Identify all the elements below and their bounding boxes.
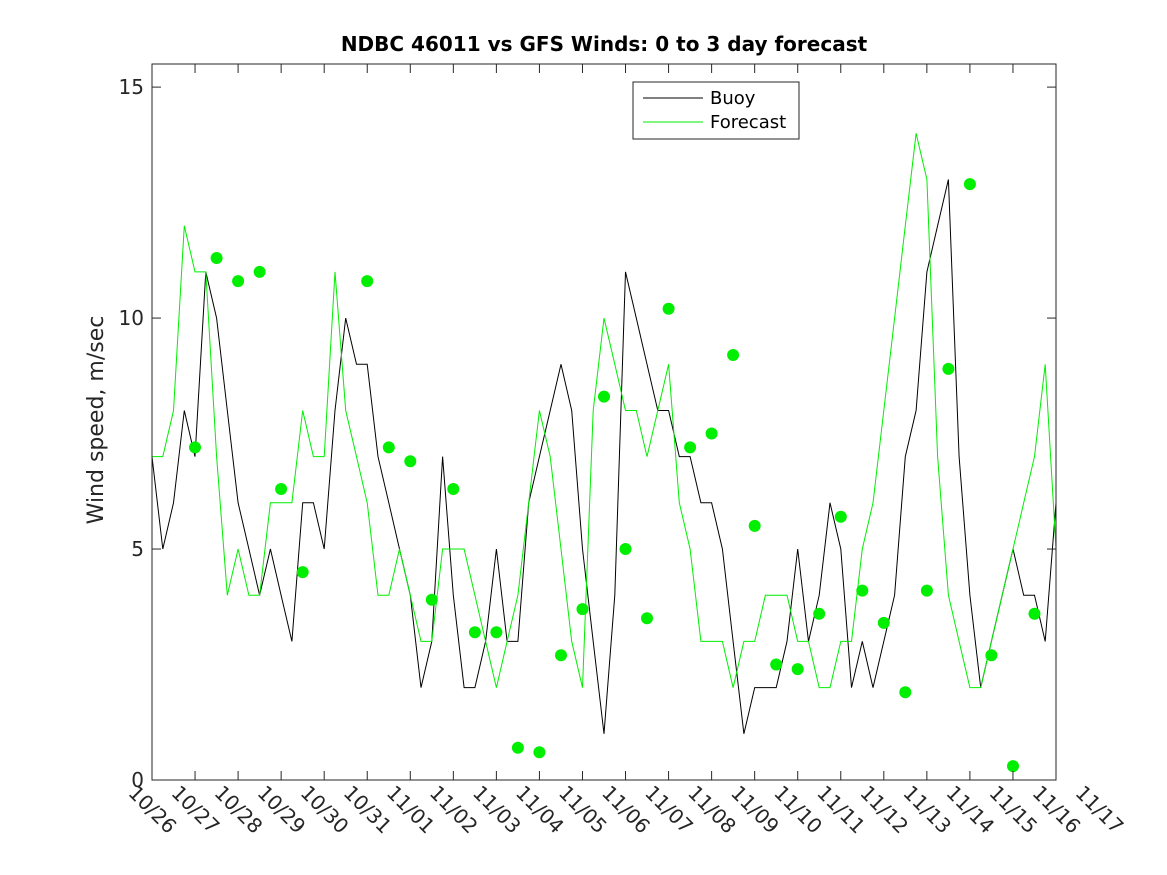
forecast-marker bbox=[555, 649, 567, 662]
forecast-marker bbox=[791, 663, 804, 676]
forecast-marker bbox=[662, 302, 675, 315]
forecast-marker bbox=[404, 455, 417, 468]
forecast-marker bbox=[899, 686, 912, 699]
forecast-marker bbox=[727, 349, 740, 361]
forecast-marker bbox=[770, 658, 783, 671]
legend-label-forecast: Forecast bbox=[710, 112, 786, 133]
chart-title: NDBC 46011 vs GFS Winds: 0 to 3 day fore… bbox=[341, 32, 868, 56]
forecast-marker bbox=[598, 390, 610, 403]
forecast-marker bbox=[619, 543, 632, 555]
forecast-marker bbox=[985, 649, 998, 662]
legend-label-buoy: Buoy bbox=[710, 88, 756, 109]
forecast-marker bbox=[641, 612, 653, 625]
forecast-marker bbox=[942, 362, 955, 375]
y-tick-label: 10 bbox=[119, 306, 144, 330]
axes-box bbox=[151, 63, 1057, 781]
forecast-marker bbox=[361, 275, 374, 288]
forecast-marker bbox=[210, 252, 223, 264]
y-tick-label: 5 bbox=[131, 537, 144, 561]
forecast-marker bbox=[877, 616, 890, 629]
legend-box bbox=[632, 81, 800, 140]
forecast-marker bbox=[490, 626, 503, 639]
y-axis-label: Wind speed, m/sec bbox=[84, 316, 109, 525]
legend: Buoy Forecast bbox=[632, 81, 800, 140]
forecast-marker bbox=[468, 626, 481, 639]
series-line-forecast bbox=[152, 133, 1057, 689]
forecast-marker bbox=[425, 593, 438, 606]
y-tick-label: 0 bbox=[131, 768, 144, 792]
forecast-marker bbox=[1028, 607, 1041, 620]
forecast-marker bbox=[705, 427, 718, 440]
forecast-marker bbox=[834, 510, 847, 523]
forecast-marker bbox=[382, 441, 395, 454]
forecast-marker bbox=[253, 265, 266, 278]
forecast-marker bbox=[296, 566, 309, 579]
series-layer bbox=[151, 133, 1057, 773]
forecast-marker bbox=[963, 178, 976, 191]
forecast-marker bbox=[684, 441, 697, 454]
plot-background bbox=[152, 64, 1056, 780]
forecast-marker bbox=[511, 741, 524, 754]
forecast-marker bbox=[189, 441, 201, 454]
forecast-marker bbox=[748, 519, 761, 532]
forecast-marker bbox=[447, 483, 460, 495]
forecast-marker bbox=[232, 275, 245, 288]
plot-area: 05101510/2610/2710/2810/2910/3010/3111/0… bbox=[119, 63, 1128, 838]
forecast-marker bbox=[275, 483, 288, 495]
series-line-buoy bbox=[151, 179, 1057, 734]
forecast-marker bbox=[533, 746, 546, 759]
forecast-marker bbox=[920, 584, 933, 597]
y-tick-label: 15 bbox=[119, 75, 144, 99]
forecast-marker bbox=[856, 584, 869, 597]
forecast-marker bbox=[576, 603, 589, 616]
forecast-marker bbox=[813, 607, 826, 620]
forecast-marker bbox=[1007, 760, 1019, 773]
